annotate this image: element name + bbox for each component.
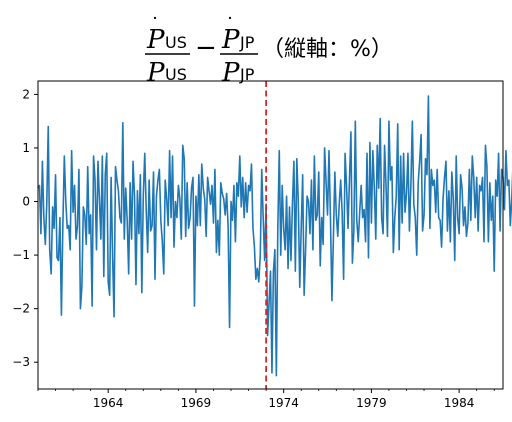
plot-area <box>37 81 512 389</box>
title-minus: − <box>195 33 217 63</box>
title-den-left: P <box>146 58 165 88</box>
axes: −3 −2 −1 0 1 2 1964 1969 1974 1979 1984 <box>12 80 504 410</box>
title-num-right: P <box>221 25 240 55</box>
series-line <box>37 95 512 377</box>
axes-frame <box>37 80 504 390</box>
title-num-right-dot: ˙ <box>225 13 235 37</box>
title-suffix: （縦軸：%） <box>262 37 393 62</box>
chart-title: P ˙ US P US − P ˙ JP P JP （縦軸：%） <box>145 13 393 88</box>
title-den-left-sub: US <box>165 65 187 84</box>
y-tick-label: 2 <box>22 87 30 101</box>
x-tick-label: 1969 <box>181 396 212 410</box>
y-tick-label: −3 <box>12 355 30 369</box>
x-tick-label: 1984 <box>444 396 475 410</box>
title-num-left: P <box>146 25 165 55</box>
y-tick-label: −2 <box>12 302 30 316</box>
title-den-right-sub: JP <box>239 65 255 84</box>
y-tick-label: 1 <box>22 141 30 155</box>
x-tick-label: 1964 <box>93 396 124 410</box>
title-num-right-sub: JP <box>239 33 255 52</box>
y-tick-label: −1 <box>12 248 30 262</box>
title-num-left-dot: ˙ <box>150 13 160 37</box>
title-num-left-sub: US <box>165 33 187 52</box>
x-tick-label: 1979 <box>356 396 387 410</box>
title-den-right: P <box>221 58 240 88</box>
y-tick-label: 0 <box>22 195 30 209</box>
x-tick-label: 1974 <box>268 396 299 410</box>
